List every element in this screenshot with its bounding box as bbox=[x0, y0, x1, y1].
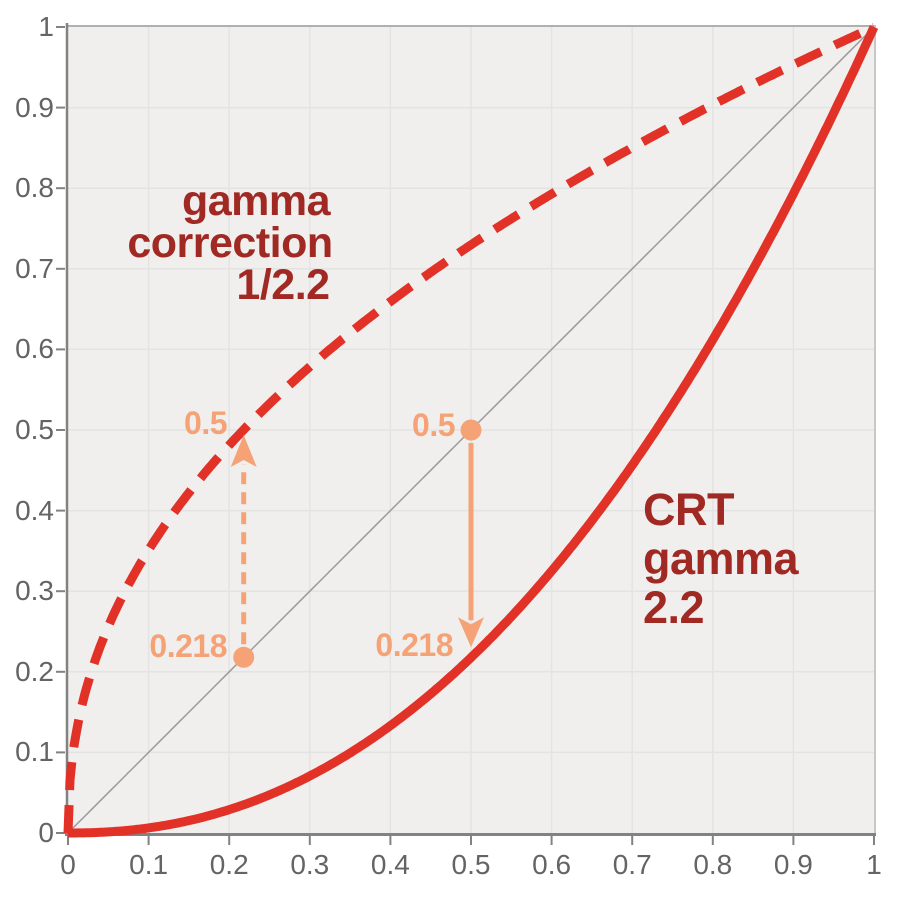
label-crt-gamma-line2: gamma bbox=[643, 533, 799, 584]
annotation-dot bbox=[460, 419, 482, 441]
y-tick-label: 0.5 bbox=[15, 414, 54, 445]
annotation-arrowhead-up bbox=[230, 435, 257, 467]
y-tick-label: 0.9 bbox=[15, 91, 54, 123]
y-tick-label: 0.1 bbox=[15, 736, 54, 768]
x-tick-label: 0.3 bbox=[290, 849, 330, 880]
x-tick-label: 0 bbox=[60, 849, 76, 880]
y-tick-label: 0.2 bbox=[15, 655, 54, 687]
x-tick-label: 0.2 bbox=[209, 849, 249, 880]
annotation-value-left-top: 0.5 bbox=[184, 405, 227, 441]
x-tick-label: 0.4 bbox=[370, 849, 410, 880]
y-tick-label: 1 bbox=[38, 11, 54, 42]
x-tick-label: 0.5 bbox=[451, 849, 491, 880]
x-tick-label: 0.9 bbox=[773, 849, 813, 880]
label-crt-gamma: CRT gamma 2.2 bbox=[643, 485, 863, 632]
y-tick-label: 0.4 bbox=[15, 494, 54, 526]
annotation-value-left-bottom: 0.218 bbox=[149, 628, 227, 664]
x-tick-label: 0.8 bbox=[693, 849, 733, 880]
annotation-value-right-bottom: 0.218 bbox=[375, 627, 453, 663]
label-gamma-correction: gamma correction 1/2.2 bbox=[106, 177, 406, 307]
label-gamma-correction-line2: correction bbox=[127, 219, 333, 267]
label-gamma-correction-line1: gamma bbox=[181, 177, 331, 225]
curve-solid bbox=[68, 25, 879, 838]
annotation-value-right-top: 0.5 bbox=[412, 407, 455, 443]
y-tick-label: 0.6 bbox=[15, 333, 54, 365]
curve-dashed bbox=[63, 22, 876, 834]
x-tick-label: 0.6 bbox=[532, 849, 572, 880]
label-crt-gamma-line3: 2.2 bbox=[643, 582, 705, 633]
x-tick-label: 1 bbox=[866, 849, 882, 880]
y-tick-label: 0 bbox=[38, 817, 54, 848]
y-tick-label: 0.3 bbox=[15, 575, 54, 607]
label-gamma-correction-line3: 1/2.2 bbox=[236, 261, 330, 309]
y-tick-label: 0.7 bbox=[15, 252, 54, 284]
x-tick-label: 0.7 bbox=[612, 849, 652, 880]
y-tick-label: 0.8 bbox=[15, 172, 54, 204]
x-tick-label: 0.1 bbox=[129, 849, 169, 880]
annotation-arrowhead-down bbox=[458, 617, 484, 648]
annotation-dot bbox=[233, 646, 255, 668]
label-crt-gamma-line1: CRT bbox=[643, 484, 734, 535]
